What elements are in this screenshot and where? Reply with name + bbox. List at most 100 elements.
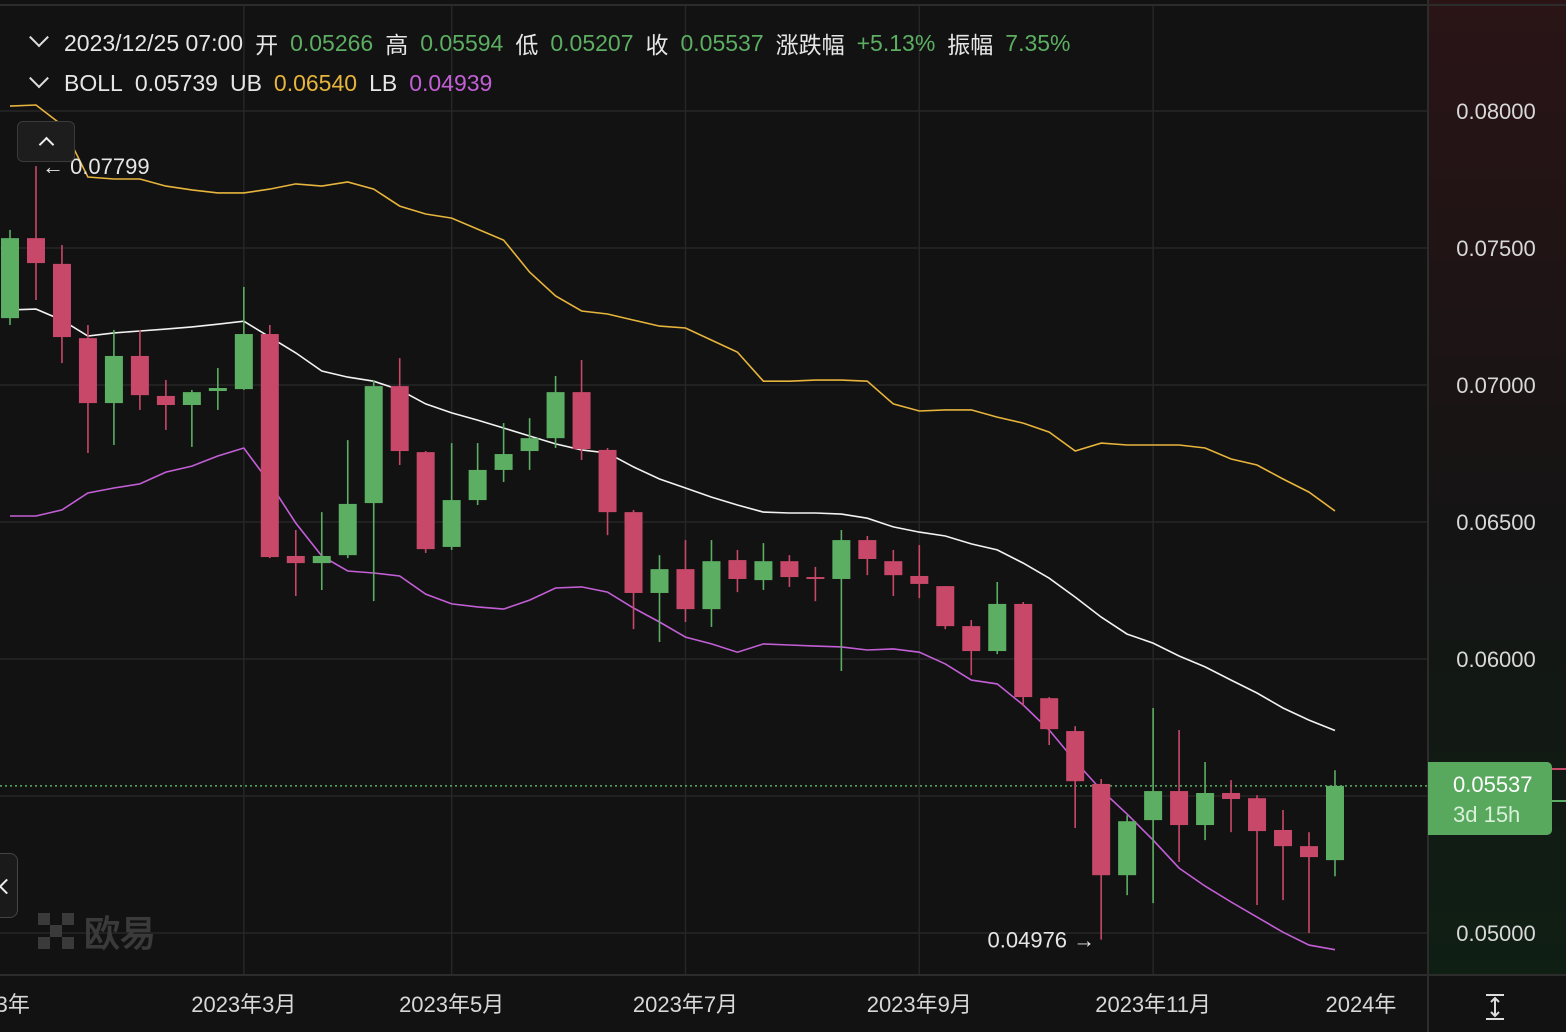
candle-body xyxy=(1196,792,1215,826)
x-tick-label: 2023年9月 xyxy=(867,992,972,1017)
candle-down xyxy=(780,555,799,587)
change-value: +5.13% xyxy=(856,29,936,56)
candle-down xyxy=(390,358,409,466)
candle-body xyxy=(52,263,71,338)
candle-body xyxy=(650,569,669,593)
y-tick-label: 0.06500 xyxy=(1456,510,1536,535)
boll-mid-value: 0.05739 xyxy=(134,70,218,96)
candle-down xyxy=(1066,726,1085,829)
boll-mid-line xyxy=(9,308,1336,732)
candle-up xyxy=(182,389,201,447)
candle-body xyxy=(936,586,955,627)
candle-down xyxy=(130,329,149,410)
candle-body xyxy=(624,512,643,593)
candle-up xyxy=(494,423,513,482)
x-tick-label: 2023年7月 xyxy=(633,992,738,1017)
candle-body xyxy=(520,438,539,452)
candle-body xyxy=(468,469,487,501)
candle-up xyxy=(1196,762,1215,841)
candle-body xyxy=(1170,791,1189,826)
candle-body xyxy=(364,386,383,504)
candle-body xyxy=(130,355,149,396)
candle-body xyxy=(1014,603,1033,698)
candle-down xyxy=(286,529,305,596)
candle-body xyxy=(962,626,981,652)
candle-body xyxy=(1040,698,1059,730)
axis-labels: 0.08000 0.07500 0.07000 0.06500 0.06000 0.050… xyxy=(0,99,1566,1017)
okx-logo-icon xyxy=(38,913,74,949)
candle-down xyxy=(910,545,929,599)
candle-body xyxy=(884,561,903,576)
candle-body xyxy=(806,577,825,579)
candle-up xyxy=(520,418,539,470)
candle-down xyxy=(806,566,825,602)
candle-up xyxy=(312,512,331,590)
candle-up xyxy=(832,529,851,672)
candle-up xyxy=(338,440,357,559)
candle-up xyxy=(702,540,721,627)
candle-body xyxy=(1144,791,1163,821)
candle-body xyxy=(104,355,123,404)
candle-body xyxy=(390,386,409,452)
candle-up xyxy=(650,555,669,643)
boll-lower-line xyxy=(10,447,1336,951)
open-label: 开 xyxy=(255,32,279,58)
y-tick-label: 0.05000 xyxy=(1456,921,1536,946)
candle-up xyxy=(546,375,565,449)
candle-body xyxy=(1325,785,1344,861)
candle-up xyxy=(1118,815,1137,896)
lb-value: 0.04939 xyxy=(409,70,493,96)
candle-body xyxy=(910,575,929,584)
candle-body xyxy=(728,560,747,579)
bollinger-bands xyxy=(9,104,1336,951)
current-price-tag: 0.05537 3d 15h xyxy=(1428,762,1552,835)
candle-down xyxy=(1014,602,1033,707)
candle-body xyxy=(572,392,591,450)
candle-down xyxy=(1170,729,1189,863)
candle-body xyxy=(78,338,97,404)
chevron-down-icon[interactable] xyxy=(29,67,49,88)
candle-body xyxy=(416,452,435,550)
side-panel-toggle-button[interactable] xyxy=(0,853,18,918)
candle-down xyxy=(676,540,695,623)
boll-legend: BOLL 0.05739 UB 0.06540 LB 0.04939 xyxy=(29,67,504,97)
close-value: 0.05537 xyxy=(680,29,764,56)
candle-up xyxy=(208,368,227,410)
amplitude-label: 振幅 xyxy=(947,32,994,58)
candle-body xyxy=(1118,821,1137,876)
candle-down xyxy=(1092,779,1111,940)
y-tick-label: 0.06000 xyxy=(1456,647,1536,672)
candle-body xyxy=(26,238,45,264)
change-label: 涨跌幅 xyxy=(775,32,845,58)
boll-upper-line xyxy=(9,104,1336,512)
candle-down xyxy=(572,360,591,461)
candle-body xyxy=(338,503,357,556)
candle-body xyxy=(780,561,799,578)
x-tick-label: 2023年3月 xyxy=(191,992,296,1017)
candle-body xyxy=(312,555,331,564)
candle-up xyxy=(1325,770,1344,877)
boll-label: BOLL xyxy=(64,70,123,96)
collapse-legend-button[interactable] xyxy=(17,121,75,162)
candle-body xyxy=(1300,846,1318,858)
candle-body xyxy=(676,569,695,610)
candle-down xyxy=(1274,809,1293,901)
candle-down xyxy=(728,549,747,593)
candle-up xyxy=(1,229,19,325)
candle-down xyxy=(1300,832,1318,933)
x-tick-label: 2023年5月 xyxy=(399,992,504,1017)
candle-body xyxy=(858,540,877,559)
x-tick-label: 2023年 xyxy=(0,992,30,1017)
candle-up xyxy=(234,286,253,390)
candle-countdown: 3d 15h xyxy=(1453,802,1521,827)
candle-up xyxy=(988,582,1007,655)
grid xyxy=(0,5,1428,975)
candle-body xyxy=(1222,792,1241,800)
candle-body xyxy=(442,500,461,547)
close-label: 收 xyxy=(645,32,669,58)
chevron-down-icon[interactable] xyxy=(29,27,49,48)
candle-body xyxy=(546,392,565,439)
axis-scale-icon[interactable] xyxy=(1484,993,1506,1021)
watermark: 欧易 xyxy=(38,905,156,957)
